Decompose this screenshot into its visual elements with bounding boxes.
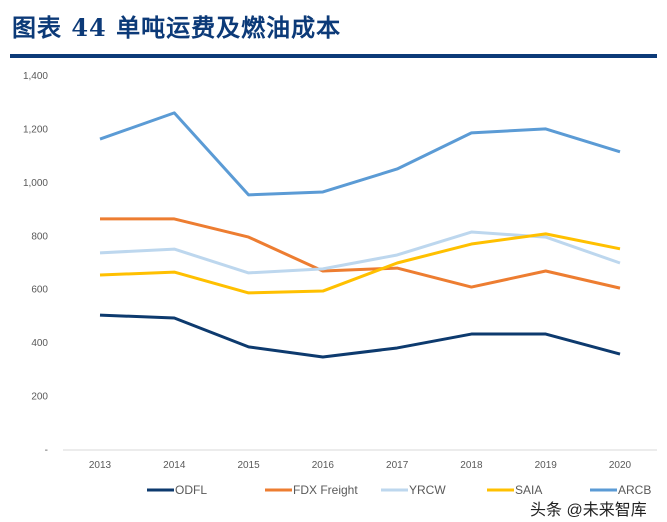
y-tick-label: 1,200 [23,124,48,135]
watermark: 头条 @未来智库 [530,502,647,519]
x-tick-label: 2019 [535,460,558,471]
x-tick-label: 2014 [163,460,186,471]
y-tick-label: 200 [31,392,48,403]
x-tick-label: 2017 [386,460,409,471]
legend-label: ARCB [618,483,651,497]
series-line-fdx-freight [100,217,621,290]
x-tick-label: 2016 [312,460,335,471]
legend-label: SAIA [515,483,542,497]
figure-title: 图表 44 单吨运费及燃油成本 [12,13,342,42]
title-rule [10,54,657,58]
legend-label: FDX Freight [293,483,358,497]
x-tick-label: 2013 [89,460,112,471]
y-tick-label: - [45,445,48,456]
y-tick-label: 400 [31,338,48,349]
legend-label: YRCW [409,483,446,497]
series-line-odfl [99,313,621,359]
y-tick-label: 800 [31,231,48,242]
x-tick-label: 2015 [237,460,260,471]
y-tick-label: 600 [31,285,48,296]
y-tick-label: 1,400 [23,71,48,82]
y-tick-label: 1,000 [23,178,48,189]
x-tick-label: 2020 [609,460,632,471]
legend-label: ODFL [175,483,207,497]
series-line-arcb [99,111,621,197]
series-line-yrcw [99,230,621,275]
x-tick-label: 2018 [460,460,483,471]
series-line-saia [99,232,621,295]
